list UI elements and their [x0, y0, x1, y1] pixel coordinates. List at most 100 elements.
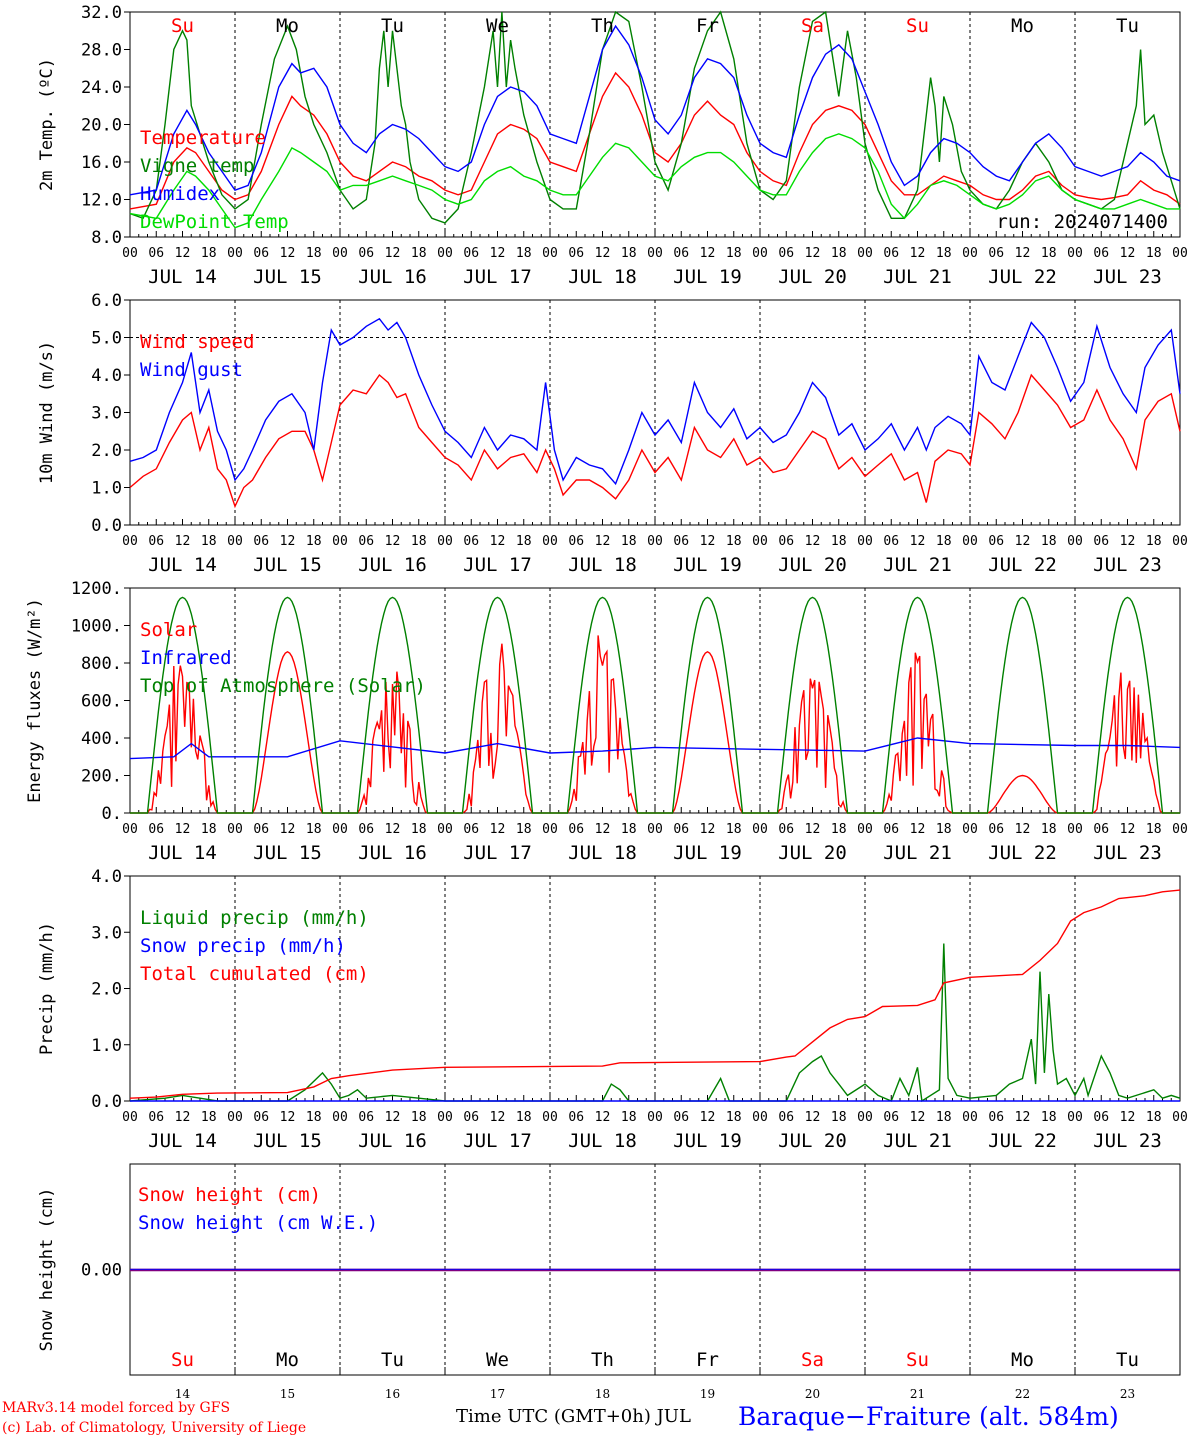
day-number: 23 [1120, 1387, 1135, 1401]
hour-tick-label: 00 [1172, 246, 1188, 261]
hour-tick-label: 00 [857, 822, 873, 837]
credit-line-2: (c) Lab. of Climatology, University of L… [2, 1420, 307, 1436]
day-abbrev: Fr [696, 15, 719, 37]
legend-entry: Top of Atmosphere (Solar) [140, 675, 426, 697]
hour-tick-label: 00 [1067, 534, 1083, 549]
hour-tick-label: 12 [175, 246, 191, 261]
day-abbrev: Tu [381, 15, 404, 37]
hour-tick-label: 06 [463, 246, 479, 261]
date-label: JUL 20 [778, 266, 847, 288]
hour-tick-label: 06 [673, 1110, 689, 1125]
hour-tick-label: 00 [437, 246, 453, 261]
hour-tick-label: 00 [542, 1110, 558, 1125]
hour-tick-label: 06 [1093, 822, 1109, 837]
time-axis-label: Time UTC (GMT+0h) JUL [456, 1406, 691, 1427]
hour-tick-label: 06 [148, 1110, 164, 1125]
hour-tick-label: 00 [962, 1110, 978, 1125]
date-label: JUL 17 [463, 266, 532, 288]
hour-tick-label: 18 [1041, 246, 1057, 261]
hour-tick-label: 18 [411, 246, 427, 261]
hour-tick-label: 12 [1015, 534, 1031, 549]
day-abbrev: Su [171, 15, 194, 37]
hour-tick-label: 06 [673, 246, 689, 261]
day-number: 16 [385, 1387, 400, 1401]
hour-tick-label: 00 [332, 534, 348, 549]
hour-tick-label: 18 [936, 246, 952, 261]
hour-tick-label: 18 [831, 534, 847, 549]
y-tick-label: 3.0 [91, 404, 122, 424]
hour-tick-label: 00 [437, 534, 453, 549]
hour-tick-label: 18 [306, 246, 322, 261]
hour-tick-label: 12 [385, 246, 401, 261]
day-abbrev-bottom: Su [171, 1349, 194, 1371]
date-label: JUL 15 [253, 554, 322, 576]
hour-tick-label: 12 [595, 534, 611, 549]
hour-tick-label: 18 [1041, 534, 1057, 549]
hour-tick-label: 18 [516, 246, 532, 261]
hour-tick-label: 00 [332, 246, 348, 261]
hour-tick-label: 18 [201, 822, 217, 837]
day-abbrev-bottom: We [486, 1349, 509, 1371]
hour-tick-label: 12 [805, 822, 821, 837]
hour-tick-label: 00 [542, 534, 558, 549]
legend-entry: Temperature [140, 127, 266, 149]
date-label: JUL 15 [253, 1130, 322, 1152]
date-label: JUL 19 [673, 1130, 742, 1152]
date-label: JUL 18 [568, 554, 637, 576]
hour-tick-label: 18 [726, 1110, 742, 1125]
hour-tick-label: 12 [490, 1110, 506, 1125]
day-abbrev-bottom: Su [906, 1349, 929, 1371]
hour-tick-label: 18 [201, 534, 217, 549]
hour-tick-label: 12 [385, 1110, 401, 1125]
hour-tick-label: 06 [1093, 246, 1109, 261]
hour-tick-label: 18 [1146, 246, 1162, 261]
date-label: JUL 22 [988, 266, 1057, 288]
date-label: JUL 18 [568, 842, 637, 864]
y-tick-label: 2.0 [91, 441, 122, 461]
y-tick-label: 0.0 [91, 516, 122, 536]
date-label: JUL 22 [988, 842, 1057, 864]
date-label: JUL 22 [988, 554, 1057, 576]
series-line-temp-3 [129, 133, 1180, 229]
hour-tick-label: 06 [253, 822, 269, 837]
hour-tick-label: 00 [752, 1110, 768, 1125]
panel-frame-energy [129, 587, 1181, 814]
hour-tick-label: 12 [595, 246, 611, 261]
date-label: JUL 16 [358, 554, 427, 576]
date-label: JUL 14 [148, 1130, 217, 1152]
day-abbrev: Tu [1116, 15, 1139, 37]
legend-entry: Wind speed [140, 331, 254, 353]
hour-tick-label: 06 [568, 246, 584, 261]
hour-tick-label: 00 [1172, 1110, 1188, 1125]
legend-entry: Snow height (cm) [138, 1184, 321, 1206]
hour-tick-label: 18 [1146, 822, 1162, 837]
date-label: JUL 22 [988, 1130, 1057, 1152]
hour-tick-label: 00 [647, 246, 663, 261]
hour-tick-label: 06 [778, 534, 794, 549]
day-abbrev: Th [591, 15, 614, 37]
hour-tick-label: 12 [280, 1110, 296, 1125]
day-number: 20 [805, 1387, 820, 1401]
hour-tick-label: 18 [831, 822, 847, 837]
hour-tick-label: 12 [280, 246, 296, 261]
hour-tick-label: 00 [227, 534, 243, 549]
hour-tick-label: 06 [568, 822, 584, 837]
hour-tick-label: 18 [516, 822, 532, 837]
hour-tick-label: 12 [805, 246, 821, 261]
date-label: JUL 21 [883, 266, 952, 288]
y-tick-label: 1200. [71, 579, 122, 599]
y-tick-label: 400. [81, 729, 122, 749]
date-label: JUL 20 [778, 554, 847, 576]
hour-tick-label: 12 [805, 1110, 821, 1125]
hour-tick-label: 06 [568, 1110, 584, 1125]
y-tick-label: 20.0 [81, 116, 122, 136]
hour-tick-label: 00 [1172, 534, 1188, 549]
hour-tick-label: 18 [306, 822, 322, 837]
legend-entry: Infrared [140, 647, 232, 669]
y-tick-label: 1.0 [91, 479, 122, 499]
hour-tick-label: 06 [1093, 1110, 1109, 1125]
y-tick-label: 0.00 [81, 1261, 122, 1281]
y-tick-label: 6.0 [91, 291, 122, 311]
day-abbrev-bottom: Tu [381, 1349, 404, 1371]
